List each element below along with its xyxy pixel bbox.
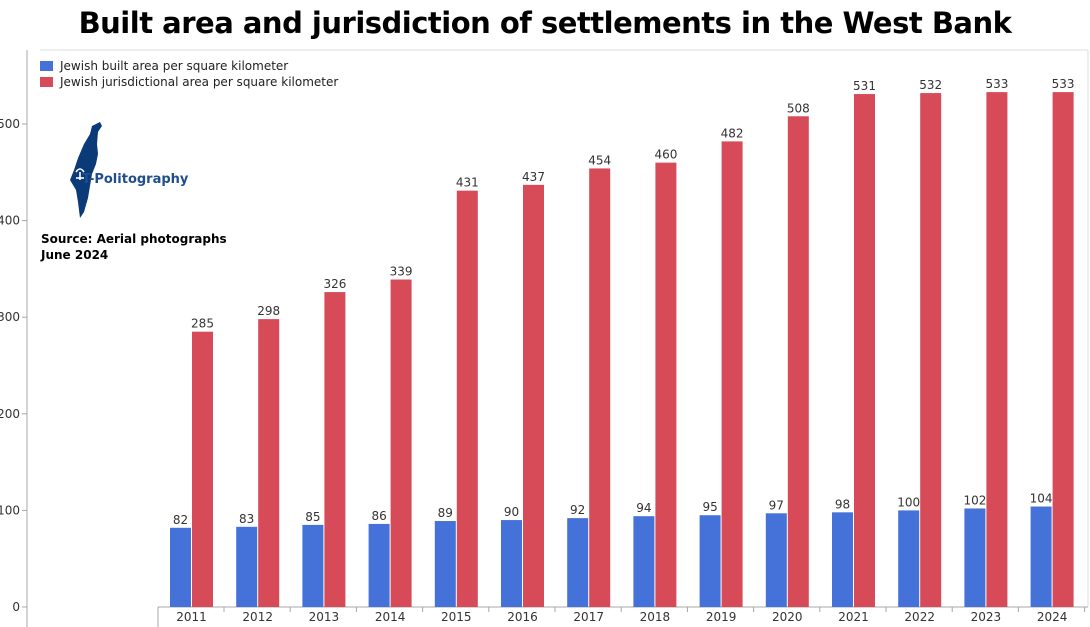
data-label-built: 85: [305, 510, 320, 524]
legend-label-built: Jewish built area per square kilometer: [60, 59, 289, 73]
bar-built: [633, 516, 655, 607]
data-label-built: 104: [1030, 492, 1053, 506]
x-tick-label: 2015: [441, 610, 472, 624]
bar-built: [832, 512, 853, 607]
bar-built: [368, 523, 390, 607]
bar-jurisdiction: [920, 93, 942, 607]
bar-built: [170, 527, 191, 607]
y-tick-label: 0: [12, 600, 20, 614]
data-label-jurisdiction: 508: [787, 101, 810, 115]
bar-jurisdiction: [655, 162, 677, 607]
bar-jurisdiction: [589, 168, 611, 607]
israel-map-icon: [70, 122, 102, 218]
data-label-jurisdiction: 339: [390, 265, 413, 279]
data-label-built: 100: [897, 495, 920, 509]
data-label-built: 92: [570, 503, 585, 517]
y-tick-label: 200: [0, 407, 20, 421]
bar-jurisdiction: [390, 279, 412, 607]
legend-item-jurisdiction: Jewish jurisdictional area per square ki…: [40, 74, 338, 90]
x-tick-label: 2012: [242, 610, 273, 624]
data-label-built: 102: [963, 493, 986, 507]
x-tick-label: 2014: [375, 610, 406, 624]
bar-built: [898, 510, 920, 607]
bar-jurisdiction: [324, 292, 346, 607]
source-date: June 2024: [41, 248, 109, 262]
bar-built: [765, 513, 787, 607]
data-label-built: 86: [371, 509, 386, 523]
bar-jurisdiction: [986, 92, 1008, 607]
data-label-jurisdiction: 298: [257, 304, 280, 318]
data-label-jurisdiction: 326: [323, 277, 346, 291]
x-tick-label: 2018: [640, 610, 671, 624]
data-label-built: 94: [636, 501, 651, 515]
x-tick-label: 2023: [971, 610, 1002, 624]
bar-built: [1030, 506, 1052, 607]
bar-jurisdiction: [258, 319, 280, 607]
data-label-jurisdiction: 460: [654, 148, 677, 162]
x-tick-label: 2016: [507, 610, 538, 624]
x-tick-label: 2020: [772, 610, 803, 624]
bar-jurisdiction: [523, 184, 544, 607]
data-label-built: 95: [702, 500, 717, 514]
bar-built: [302, 524, 324, 607]
x-tick-label: 2013: [309, 610, 340, 624]
data-label-built: 82: [173, 513, 188, 527]
y-tick-label: 300: [0, 310, 20, 324]
bar-built: [434, 521, 456, 607]
y-tick-label: 500: [0, 117, 20, 131]
data-label-jurisdiction: 482: [721, 126, 744, 140]
y-tick-label: 100: [0, 503, 20, 517]
data-label-built: 90: [504, 505, 519, 519]
data-label-jurisdiction: 431: [456, 176, 479, 190]
x-tick-label: 2017: [573, 610, 604, 624]
legend-swatch-jurisdiction: [40, 77, 53, 87]
bar-built: [699, 515, 721, 607]
legend: Jewish built area per square kilometer J…: [40, 58, 338, 90]
bar-jurisdiction: [721, 141, 743, 607]
source-note: Source: Aerial photographs June 2024: [41, 231, 227, 263]
x-tick-label: 2024: [1037, 610, 1068, 624]
legend-item-built: Jewish built area per square kilometer: [40, 58, 338, 74]
bar-jurisdiction: [192, 331, 213, 607]
data-label-built: 98: [835, 497, 850, 511]
bar-jurisdiction: [854, 94, 875, 607]
data-label-jurisdiction: 285: [191, 317, 214, 331]
data-label-jurisdiction: 533: [985, 77, 1008, 91]
bar-jurisdiction: [1052, 92, 1074, 607]
x-tick-label: 2011: [176, 610, 207, 624]
bar-built: [236, 526, 258, 607]
data-label-jurisdiction: 437: [522, 170, 545, 184]
legend-swatch-built: [40, 61, 53, 71]
bar-jurisdiction: [787, 116, 809, 607]
legend-label-jurisdiction: Jewish jurisdictional area per square ki…: [60, 75, 339, 89]
source-line: Source: Aerial photographs: [41, 232, 227, 246]
data-label-built: 89: [438, 506, 453, 520]
x-tick-label: 2021: [838, 610, 869, 624]
bar-jurisdiction: [456, 190, 478, 608]
bar-built: [964, 508, 986, 607]
data-label-jurisdiction: 532: [919, 78, 942, 92]
bar-built: [501, 520, 522, 607]
data-label-jurisdiction: 533: [1052, 77, 1075, 91]
x-tick-label: 2019: [706, 610, 737, 624]
chart-title: Built area and jurisdiction of settlemen…: [78, 6, 1012, 40]
y-tick-label: 400: [0, 214, 20, 228]
x-tick-label: 2022: [904, 610, 935, 624]
logo-text: T-Politography: [82, 172, 189, 187]
data-label-built: 97: [769, 498, 784, 512]
data-label-jurisdiction: 531: [853, 79, 876, 93]
data-label-jurisdiction: 454: [588, 153, 611, 167]
data-label-built: 83: [239, 512, 254, 526]
bar-built: [567, 518, 589, 607]
